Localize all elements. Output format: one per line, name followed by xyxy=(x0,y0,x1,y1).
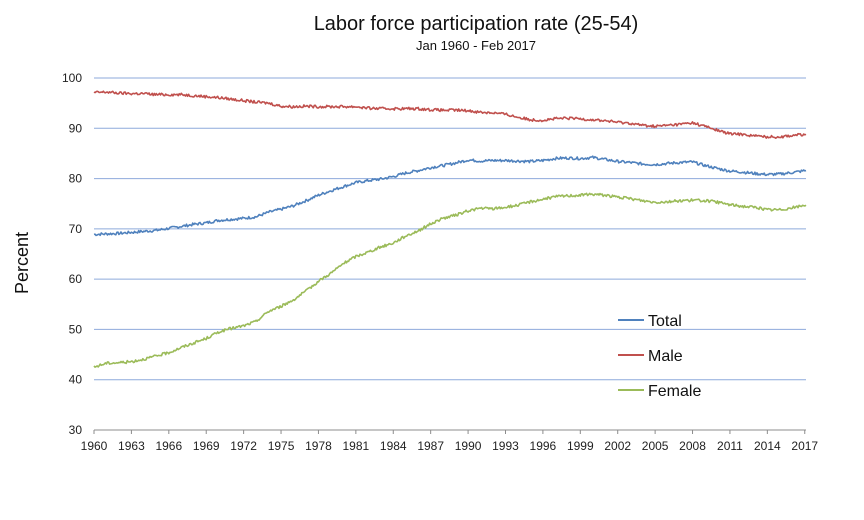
x-tick-label: 2002 xyxy=(604,439,631,453)
series-line-female xyxy=(93,192,807,368)
y-tick-label: 80 xyxy=(69,172,83,186)
x-tick-label: 1996 xyxy=(530,439,557,453)
x-tick-label: 1978 xyxy=(305,439,332,453)
series-lines xyxy=(93,90,807,368)
legend-label-male: Male xyxy=(648,348,683,365)
x-tick-label: 1966 xyxy=(155,439,182,453)
y-tick-label: 90 xyxy=(69,121,83,135)
x-tick-label: 1972 xyxy=(230,439,257,453)
x-tick-labels: 1960 1963 1966 1969 1972 1975 1978 1981 1984 1987… xyxy=(81,430,818,453)
legend-label-female: Female xyxy=(648,383,701,400)
x-tick-label: 1993 xyxy=(492,439,519,453)
x-tick-label: 1999 xyxy=(567,439,594,453)
chart-title: Labor force participation rate (25-54) xyxy=(314,13,639,35)
y-tick-label: 60 xyxy=(69,272,83,286)
x-tick-label: 1963 xyxy=(118,439,145,453)
y-axis-label: Percent xyxy=(12,232,32,294)
x-tick-label: 2011 xyxy=(717,439,743,453)
y-tick-label: 70 xyxy=(69,222,83,236)
series-line-total xyxy=(93,155,807,237)
y-tick-labels: 30 40 50 60 70 80 90 100 xyxy=(62,71,82,437)
x-tick-label: 2005 xyxy=(642,439,669,453)
x-tick-label: 1975 xyxy=(268,439,295,453)
series-line-male xyxy=(93,90,807,139)
chart-subtitle: Jan 1960 - Feb 2017 xyxy=(416,38,536,53)
x-tick-label: 1987 xyxy=(417,439,444,453)
y-tick-label: 100 xyxy=(62,71,82,85)
x-tick-label: 1969 xyxy=(193,439,220,453)
x-tick-label: 2008 xyxy=(679,439,706,453)
x-tick-label: 1981 xyxy=(343,439,370,453)
x-tick-label: 1984 xyxy=(380,439,407,453)
x-tick-label: 1990 xyxy=(455,439,482,453)
y-tick-label: 50 xyxy=(69,322,83,336)
gridlines xyxy=(94,77,806,431)
x-tick-label: 2017 xyxy=(791,439,818,453)
y-tick-label: 40 xyxy=(69,373,83,387)
legend: Total Male Female xyxy=(618,313,701,400)
y-tick-label: 30 xyxy=(69,423,83,437)
legend-label-total: Total xyxy=(648,313,682,330)
x-tick-label: 1960 xyxy=(81,439,108,453)
x-tick-label: 2014 xyxy=(754,439,781,453)
